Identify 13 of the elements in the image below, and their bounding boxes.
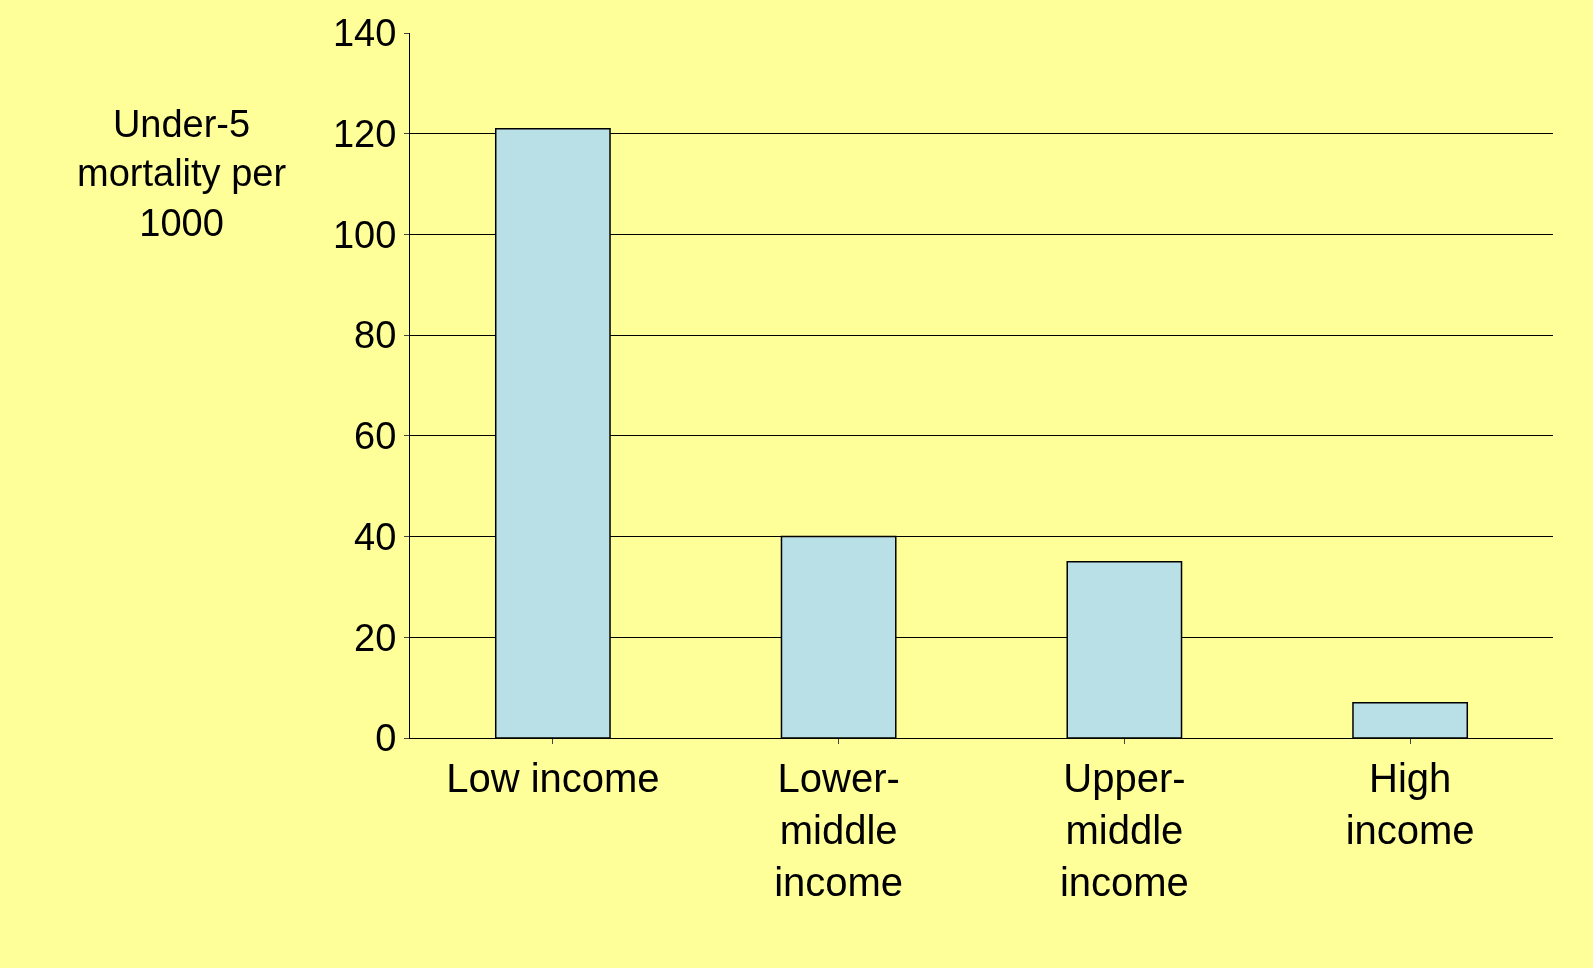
x-tick-label: High income <box>1345 756 1475 852</box>
y-tick-label: 80 <box>354 314 397 357</box>
y-tick-label: 0 <box>375 717 397 760</box>
x-tick-label: Lower- middle income <box>774 756 904 904</box>
y-axis-title: Under-5 mortality per 1000 <box>77 103 287 244</box>
y-tick-label: 120 <box>332 113 397 156</box>
y-tick-label: 60 <box>354 415 397 458</box>
y-tick-label: 100 <box>332 213 397 256</box>
x-tick-label: Low income <box>446 756 660 800</box>
y-tick-label: 40 <box>354 515 397 558</box>
y-tick-label: 20 <box>354 616 397 659</box>
x-tick-label: Upper- middle income <box>1059 756 1189 904</box>
y-tick-label: 140 <box>332 12 397 55</box>
